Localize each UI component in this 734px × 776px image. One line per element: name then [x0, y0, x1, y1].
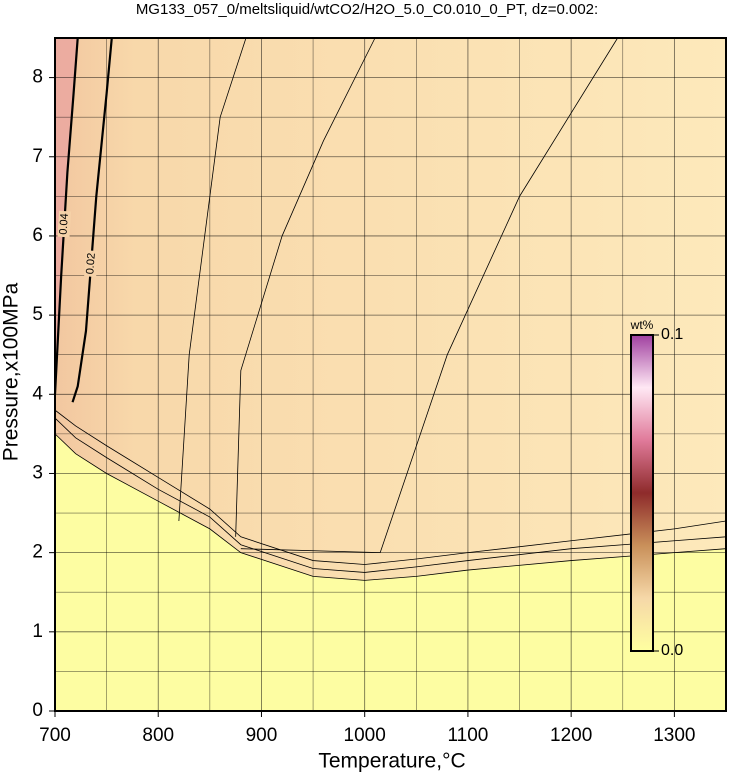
x-tick-label: 900	[246, 725, 278, 746]
colorbar	[630, 334, 654, 652]
y-tick-label: 2	[32, 542, 43, 563]
y-tick-label: 8	[32, 67, 43, 88]
contour-line	[240, 37, 618, 554]
y-tick-label: 7	[32, 146, 43, 167]
contour-label: 0.02	[84, 253, 98, 275]
x-axis-label: Temperature,°C	[318, 750, 465, 773]
x-tick-label: 1100	[447, 725, 488, 746]
chart-title: MG133_057_0/meltsliquid/wtCO2/H2O_5.0_C0…	[136, 1, 598, 18]
contour-line	[178, 37, 247, 522]
contour-label-group: 0.04	[57, 210, 72, 238]
contour-line	[54, 417, 727, 573]
y-tick-label: 3	[32, 462, 43, 483]
plot-frame	[54, 37, 727, 712]
contour-line	[235, 37, 376, 537]
contour-line	[54, 433, 727, 581]
contour-label: 0.04	[58, 213, 71, 235]
colorbar-tick-label: 0.0	[661, 642, 683, 659]
contour-line	[53, 37, 79, 395]
y-tick-label: 1	[32, 621, 43, 642]
x-tick-label: 800	[142, 725, 174, 746]
lower-region	[55, 433, 726, 711]
x-tick-label: 1300	[653, 725, 695, 746]
x-tick-label: 1200	[550, 725, 592, 746]
y-tick-label: 4	[32, 383, 43, 404]
high-region	[55, 38, 78, 395]
x-tick-label: 700	[39, 725, 71, 746]
x-tick-label: 1000	[344, 725, 386, 746]
contour-label-bg	[57, 210, 72, 238]
colorbar-label: wt%	[630, 318, 654, 332]
y-axis-label: Pressure,x100MPa	[0, 282, 23, 461]
y-tick-label: 5	[32, 304, 43, 325]
contour-label-group: 0.02	[84, 250, 99, 278]
contour-label-bg	[84, 250, 99, 278]
contour-line	[54, 409, 727, 565]
y-tick-label: 0	[32, 700, 43, 721]
colorbar-tick-label: 0.1	[661, 326, 683, 343]
y-tick-label: 6	[32, 225, 43, 246]
